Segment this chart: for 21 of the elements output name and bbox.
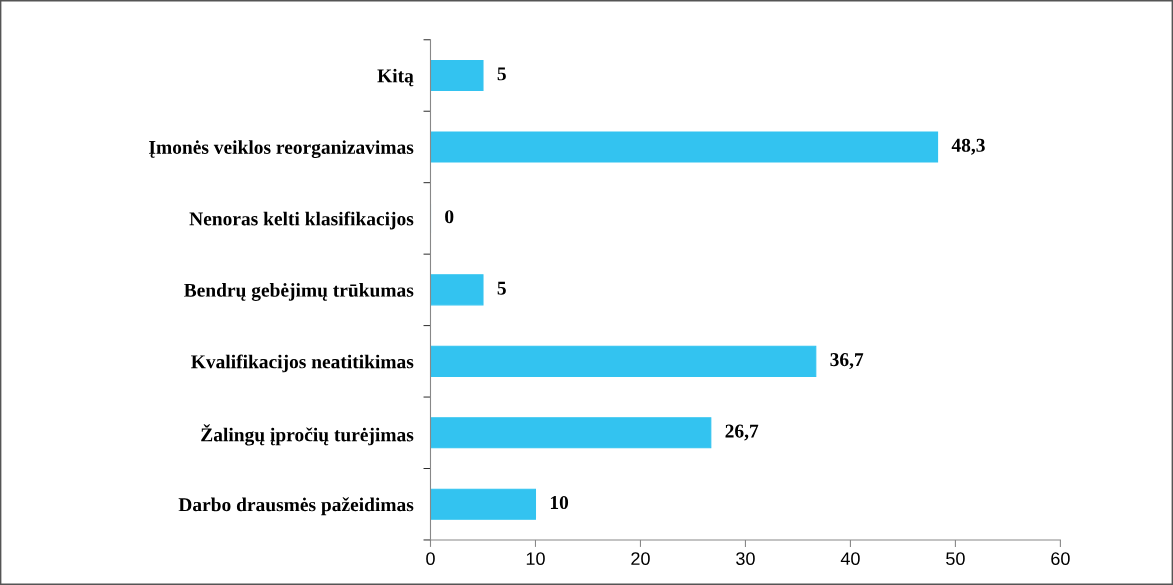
x-tick-label: 30 <box>736 552 755 566</box>
data-label: 5 <box>497 67 506 81</box>
data-label: 36,7 <box>830 353 864 370</box>
y-tick-label: Žalingų įpročių turėjimas <box>201 424 414 446</box>
y-tick-label: Nenoras kelti klasifikacijos <box>189 211 414 230</box>
x-tick-label: 0 <box>426 552 435 566</box>
data-label: 0 <box>445 210 454 224</box>
y-tick-label: Įmonės veiklos reorganizavimas <box>149 140 414 158</box>
x-tick-label: 40 <box>840 552 860 566</box>
x-tick-label: 50 <box>946 552 965 566</box>
x-tick-label: 60 <box>1051 552 1070 566</box>
x-tick-label: 10 <box>526 552 545 566</box>
data-label: 48,3 <box>951 138 985 155</box>
data-label: 10 <box>550 495 569 510</box>
data-label: 26,7 <box>725 424 759 441</box>
y-tick-label: Darbo drausmės pažeidimas <box>178 497 414 516</box>
x-tick-label: 20 <box>631 552 650 566</box>
y-tick-label: Kitą <box>377 68 414 87</box>
y-tick-label: Kvalifikacijos neatitikimas <box>191 354 414 373</box>
y-tick-label: Bendrų gebėjimų trūkumas <box>184 283 414 301</box>
data-label: 5 <box>497 281 506 295</box>
